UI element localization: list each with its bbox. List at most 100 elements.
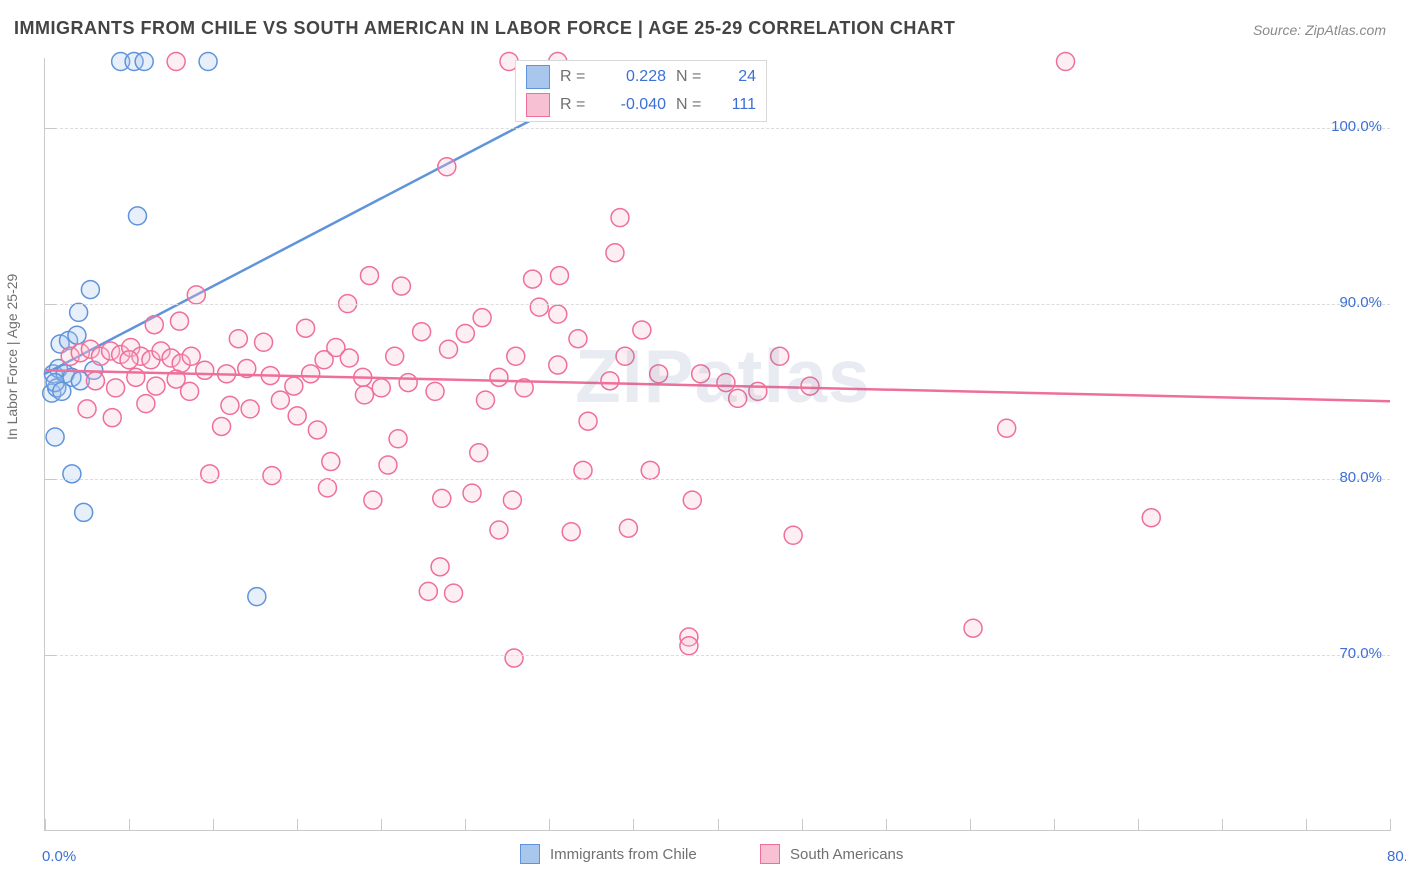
data-point [392,277,410,295]
data-point [229,330,247,348]
x-tick [718,819,719,831]
stats-row: R =0.228N =24 [526,65,756,89]
y-tick [44,479,56,480]
legend-swatch [520,844,540,864]
data-point [431,558,449,576]
data-point [440,340,458,358]
stat-r-label: R = [560,68,596,86]
x-tick [549,819,550,831]
data-point [574,461,592,479]
data-point [137,395,155,413]
x-tick [1054,819,1055,831]
data-point [438,158,456,176]
stat-r-label: R = [560,96,596,114]
data-point [579,412,597,430]
x-tick [1138,819,1139,831]
data-point [213,417,231,435]
data-point [75,503,93,521]
data-point [372,379,390,397]
legend-label: Immigrants from Chile [550,846,697,863]
x-tick-label: 0.0% [42,848,76,865]
data-point [107,379,125,397]
legend-swatch [760,844,780,864]
chart-container: IMMIGRANTS FROM CHILE VS SOUTH AMERICAN … [0,0,1406,892]
x-tick [970,819,971,831]
data-point [1057,53,1075,71]
data-point [692,365,710,383]
data-point [784,526,802,544]
stat-n-value: 24 [722,68,756,86]
data-point [964,619,982,637]
gridline [45,128,1390,129]
x-tick [465,819,466,831]
data-point [633,321,651,339]
data-point [297,319,315,337]
x-tick [633,819,634,831]
x-tick [1306,819,1307,831]
data-point [562,523,580,541]
data-point [318,479,336,497]
data-point [476,391,494,409]
data-point [386,347,404,365]
data-point [196,361,214,379]
data-point [248,588,266,606]
data-point [70,303,88,321]
data-point [187,286,205,304]
stat-n-label: N = [676,96,712,114]
data-point [128,207,146,225]
data-point [507,347,525,365]
data-point [419,582,437,600]
data-point [771,347,789,365]
data-point [524,270,542,288]
data-point [302,365,320,383]
gridline [45,479,1390,480]
y-tick [44,655,56,656]
data-point [399,374,417,392]
data-point [53,382,71,400]
x-tick [129,819,130,831]
x-tick [1390,819,1391,831]
data-point [360,267,378,285]
data-point [103,409,121,427]
data-point [619,519,637,537]
data-point [729,389,747,407]
gridline [45,304,1390,305]
data-point [255,333,273,351]
x-tick [381,819,382,831]
data-point [379,456,397,474]
data-point [46,428,64,446]
bottom-legend-item: South Americans [760,844,903,864]
data-point [503,491,521,509]
plot-area: ZIPatlas R =0.228N =24R =-0.040N =111 70… [44,58,1390,831]
stat-r-value: 0.228 [606,68,666,86]
data-point [490,521,508,539]
data-point [288,407,306,425]
data-point [145,316,163,334]
data-point [201,465,219,483]
data-point [1142,509,1160,527]
data-point [63,465,81,483]
x-tick [802,819,803,831]
x-tick [297,819,298,831]
data-point [135,53,153,71]
data-point [221,396,239,414]
y-axis-label: In Labor Force | Age 25-29 [4,274,20,440]
data-point [445,584,463,602]
data-point [549,356,567,374]
plot-svg [45,58,1390,830]
data-point [389,430,407,448]
y-tick-label: 80.0% [1339,469,1382,486]
data-point [616,347,634,365]
legend-label: South Americans [790,846,903,863]
legend-swatch [526,93,550,117]
data-point [147,377,165,395]
data-point [549,305,567,323]
stat-r-value: -0.040 [606,96,666,114]
trend-line [45,370,1390,401]
data-point [308,421,326,439]
stat-n-value: 111 [722,96,756,114]
data-point [68,326,86,344]
data-point [181,382,199,400]
y-tick [44,304,56,305]
data-point [355,386,373,404]
